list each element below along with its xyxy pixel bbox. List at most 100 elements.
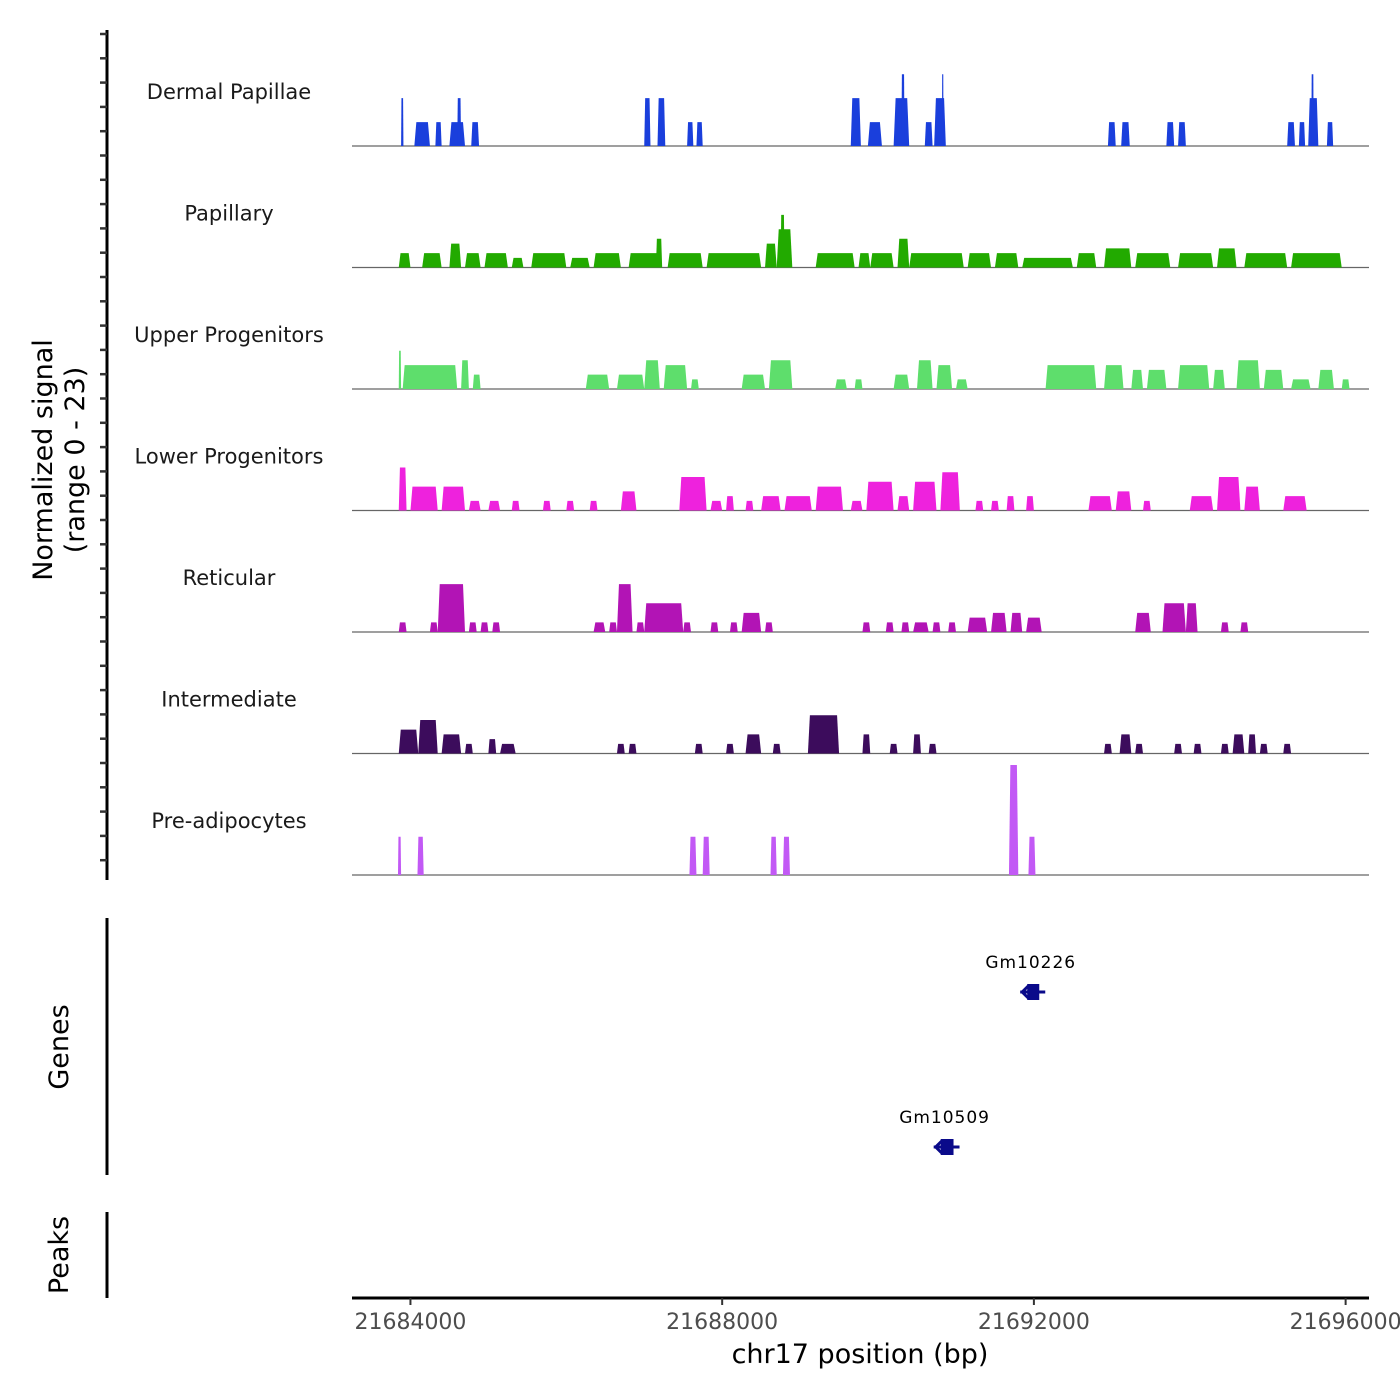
signal-peak [934,98,946,146]
signal-peak [398,350,402,389]
signal-peak [862,734,871,754]
signal-peak [484,253,508,268]
signal-peak [492,622,501,632]
signal-peak [1283,496,1307,511]
signal-peak [1217,248,1237,268]
signal-peak [741,612,762,632]
signal-peak [468,500,481,511]
signal-peak [410,486,438,511]
signal-peak [663,365,688,389]
signal-peak [1135,612,1151,632]
signal-peak [702,836,710,875]
signal-peak [1259,743,1268,754]
signal-peak [457,98,462,146]
signal-peak [609,622,617,632]
signal-peak [616,584,633,632]
signal-peak [850,500,863,511]
signal-peak [465,743,473,754]
peaks-panel-title: Peaks [44,1216,75,1294]
signal-peak [461,360,469,389]
signal-peak [593,253,621,268]
signal-peak [893,98,910,146]
signal-peak [1236,360,1260,389]
signal-peak [398,467,407,511]
signal-peak [854,379,863,389]
signal-peak [1220,622,1229,632]
signal-peak [770,836,777,875]
signal-peak [1244,486,1260,511]
signal-peak [913,734,921,754]
signal-peak [726,743,734,754]
signal-peak [422,253,442,268]
signal-peak [449,243,462,268]
gene-gm10509[interactable]: Gm10509 [899,1108,990,1155]
signal-peak [667,253,703,268]
signal-peak [1104,248,1132,268]
signal-peak [696,122,703,146]
signal-peak [913,481,937,511]
x-tick-label: 21684000 [354,1310,466,1335]
signal-peak [780,214,785,268]
signal-peak [897,496,910,511]
signal-peak [940,472,960,511]
signal-peak [710,500,723,511]
signal-peak [636,622,645,632]
signal-peak [955,379,968,389]
signal-peak [765,243,777,268]
strand-arrow-icon [933,1139,943,1155]
signal-peak [1135,743,1143,754]
signal-peak [913,622,929,632]
signal-peak [589,500,598,511]
signal-peak [726,496,734,511]
signal-peak [909,253,964,268]
signal-peak [683,622,691,632]
signal-peak [511,257,524,268]
track-label: Papillary [184,202,273,226]
signal-peak [402,365,458,389]
signal-peak [655,238,663,268]
track-dermal-papillae: Dermal Papillae [147,74,1369,147]
signal-peak [1076,253,1097,268]
signal-peak [835,379,847,389]
signal-peak [1213,369,1225,389]
signal-peak [488,500,501,511]
signal-peak [994,253,1019,268]
strand-arrow-icon [1020,984,1030,1000]
signal-peak [1107,122,1116,146]
signal-peak [885,622,894,632]
signal-peak [472,374,481,389]
signal-peak [1311,74,1314,146]
signal-peak [1178,365,1210,389]
signal-peak [1146,369,1167,389]
signal-peak [500,743,516,754]
signal-peak [807,715,840,754]
x-axis-ticks: 21684000 21688000 21692000 21696000 [354,1298,1400,1335]
signal-peak [706,253,762,268]
signal-peak [480,622,489,632]
signal-peak [782,836,790,875]
coverage-tracks: Dermal Papillae Papillary Upper Progenitor… [134,74,1369,876]
y-axis-title-line-1: Normalized signal [28,339,59,581]
signal-peak [975,500,984,511]
signal-peak [657,98,666,146]
x-tick-label: 21696000 [1290,1310,1400,1335]
signal-peak [761,496,781,511]
signal-peak [768,360,793,389]
signal-peak [429,622,438,632]
signal-peak [644,360,660,389]
signal-peak [441,486,465,511]
signal-peak [1341,379,1350,389]
signal-peak [1143,500,1151,511]
signal-peak [765,622,773,632]
signal-peak [542,500,551,511]
signal-peak [917,360,933,389]
tracks-y-axis-ticks [100,32,107,862]
signal-peak [815,253,855,268]
signal-peak [1166,122,1175,146]
track-papillary: Papillary [184,202,1369,269]
signal-peak [398,622,407,632]
gene-gm10226[interactable]: Gm10226 [985,953,1076,1000]
signal-peak [585,374,610,389]
signal-peak [1010,612,1023,632]
signal-peak [1291,379,1311,389]
